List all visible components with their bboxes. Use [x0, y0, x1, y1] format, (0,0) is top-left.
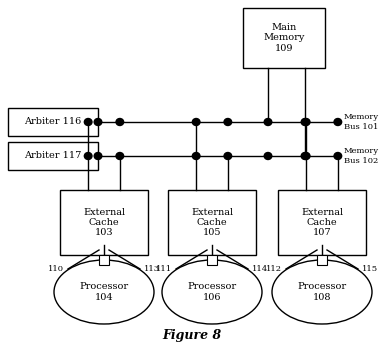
Circle shape — [302, 152, 310, 159]
Circle shape — [94, 119, 102, 126]
Text: Figure 8: Figure 8 — [162, 328, 221, 341]
Ellipse shape — [162, 260, 262, 324]
Circle shape — [264, 119, 272, 126]
Circle shape — [334, 152, 342, 159]
Text: Memory
Bus 101: Memory Bus 101 — [344, 113, 379, 131]
Circle shape — [264, 152, 272, 159]
Circle shape — [301, 119, 309, 126]
Text: 113: 113 — [144, 265, 160, 273]
Text: Processor
106: Processor 106 — [187, 282, 237, 302]
Ellipse shape — [54, 260, 154, 324]
Circle shape — [224, 152, 232, 159]
Circle shape — [302, 119, 310, 126]
Circle shape — [84, 119, 92, 126]
Text: 111: 111 — [156, 265, 172, 273]
Text: Arbiter 117: Arbiter 117 — [24, 151, 82, 161]
Ellipse shape — [272, 260, 372, 324]
Text: 110: 110 — [48, 265, 64, 273]
Text: External
Cache
103: External Cache 103 — [83, 208, 125, 237]
Text: External
Cache
105: External Cache 105 — [191, 208, 233, 237]
FancyBboxPatch shape — [60, 190, 148, 255]
Circle shape — [334, 119, 342, 126]
Text: Processor
104: Processor 104 — [79, 282, 129, 302]
FancyBboxPatch shape — [278, 190, 366, 255]
Circle shape — [301, 152, 309, 159]
Text: 112: 112 — [266, 265, 282, 273]
Circle shape — [192, 152, 200, 159]
FancyBboxPatch shape — [317, 255, 327, 265]
Circle shape — [224, 119, 232, 126]
FancyBboxPatch shape — [207, 255, 217, 265]
Circle shape — [116, 152, 124, 159]
Circle shape — [116, 119, 124, 126]
Text: Memory
Bus 102: Memory Bus 102 — [344, 147, 379, 165]
Circle shape — [94, 152, 102, 159]
FancyBboxPatch shape — [168, 190, 256, 255]
Text: 114: 114 — [252, 265, 268, 273]
Text: Main
Memory
109: Main Memory 109 — [264, 23, 305, 53]
Text: Processor
108: Processor 108 — [298, 282, 347, 302]
Circle shape — [192, 119, 200, 126]
FancyBboxPatch shape — [8, 142, 98, 170]
FancyBboxPatch shape — [8, 108, 98, 136]
Text: Arbiter 116: Arbiter 116 — [25, 118, 82, 126]
Text: External
Cache
107: External Cache 107 — [301, 208, 343, 237]
FancyBboxPatch shape — [99, 255, 109, 265]
Circle shape — [84, 152, 92, 159]
FancyBboxPatch shape — [243, 8, 325, 68]
Text: 115: 115 — [362, 265, 378, 273]
